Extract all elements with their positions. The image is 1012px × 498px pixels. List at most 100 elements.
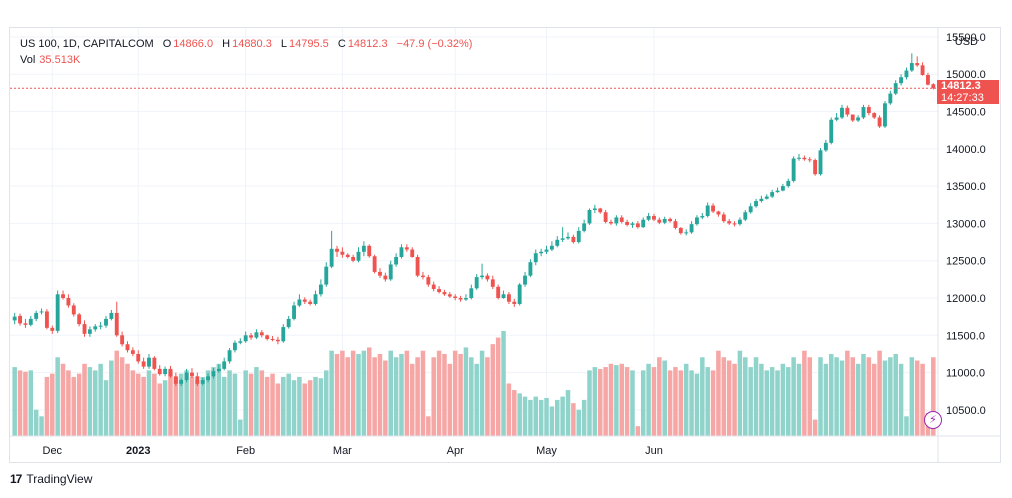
volume-bar [920, 363, 925, 436]
volume-bar [796, 363, 802, 436]
candle-body [206, 376, 211, 381]
high-label: H [222, 38, 231, 50]
candle-body [152, 357, 157, 369]
volume-bar [538, 399, 544, 436]
candle-body [61, 294, 65, 299]
price-tick-label: 15000.0 [946, 69, 986, 81]
candle-body [700, 215, 705, 218]
candle-body [292, 305, 296, 319]
candle-body [635, 223, 640, 228]
volume-bar [753, 357, 759, 436]
volume-bar [845, 350, 850, 436]
candle-body [850, 114, 855, 121]
volume-bar [98, 363, 103, 436]
volume-bar [769, 367, 775, 436]
volume-bar [162, 380, 168, 436]
volume-bar [436, 350, 442, 436]
volume-bar [710, 370, 716, 436]
candle-body [888, 93, 893, 104]
candle-body [775, 190, 780, 193]
price-tick-label: 11000.0 [946, 368, 985, 380]
volume-bar [651, 367, 657, 436]
volume-bar [334, 353, 340, 436]
volume-bar [855, 363, 861, 436]
volume-bar [39, 416, 44, 436]
volume-bar [302, 383, 308, 436]
volume-bar [850, 357, 855, 436]
price-tick-label: 13500.0 [946, 181, 986, 193]
volume-bar [898, 363, 904, 436]
volume-bar [152, 373, 157, 436]
volume-bar [882, 360, 888, 436]
close-label: C [337, 38, 346, 50]
volume-bars [12, 331, 936, 436]
price-tick-label: 12000.0 [946, 293, 986, 305]
volume-bar [211, 367, 216, 436]
volume-bar [340, 350, 345, 436]
candle-body [684, 232, 689, 234]
candle-body [71, 305, 76, 315]
candle-body [318, 284, 323, 295]
candle-body [313, 294, 318, 304]
volume-bar [345, 357, 351, 436]
candle-body [200, 380, 205, 384]
volume-bar [635, 426, 641, 436]
candle-body [904, 70, 909, 78]
volume-bar [914, 360, 920, 436]
candle-body [125, 344, 130, 351]
candle-body [378, 271, 382, 276]
volume-bar [463, 347, 469, 436]
volume-bar [839, 360, 845, 436]
candle-body [560, 238, 565, 240]
volume-bar [125, 363, 130, 436]
candle-body [807, 159, 812, 161]
candle-body [458, 298, 463, 300]
volume-bar [200, 376, 205, 436]
candle-body [528, 262, 533, 276]
candle-body [12, 316, 17, 321]
volume-bar [135, 373, 141, 436]
volume-bar [549, 406, 555, 436]
candle-body [909, 63, 914, 71]
candle-body [233, 342, 237, 351]
volume-bar [490, 344, 496, 436]
volume-bar [399, 353, 404, 436]
lightning-icon[interactable]: ⚡ [924, 411, 942, 429]
tradingview-brand[interactable]: 17 TradingView [10, 472, 92, 486]
candle-body [926, 74, 930, 85]
candle-body [490, 279, 495, 287]
candle-body [770, 192, 775, 197]
candle-body [275, 339, 280, 342]
candle-body [136, 353, 141, 362]
price-tick-label: 10500.0 [946, 405, 986, 417]
volume-bar [512, 390, 517, 436]
volume-bar [597, 369, 603, 436]
candle-body [517, 284, 522, 304]
candle-body [216, 368, 221, 372]
candle-body [899, 77, 904, 84]
volume-bar [388, 350, 393, 436]
candle-body [157, 368, 162, 375]
chart-frame[interactable]: 10500.0 11000.0 11500.0 12000.0 12500.0 13000… [9, 27, 1001, 463]
volume-bar [23, 371, 28, 436]
volume-value: 35.513K [39, 54, 81, 66]
volume-bar [313, 376, 318, 436]
candle-body [743, 212, 748, 220]
candle-body [780, 186, 785, 191]
volume-bar [662, 360, 667, 436]
candle-body [506, 294, 511, 302]
volume-bar [324, 370, 329, 436]
volume-bar [640, 370, 646, 436]
volume-bar [517, 393, 522, 436]
candle-body [512, 301, 517, 304]
candle-body [598, 208, 603, 213]
candlestick-chart[interactable]: 10500.0 11000.0 11500.0 12000.0 12500.0 13000… [10, 28, 1000, 462]
price-tick-label: 13000.0 [946, 218, 986, 230]
volume-bar [205, 370, 211, 436]
volume-bar [657, 357, 662, 436]
candle-body [861, 107, 866, 118]
currency-label[interactable]: USD [954, 36, 978, 48]
high-value: 14880.3 [232, 38, 272, 50]
volume-label: Vol [20, 54, 36, 66]
volume-bar [114, 350, 120, 436]
